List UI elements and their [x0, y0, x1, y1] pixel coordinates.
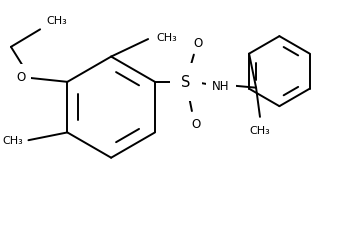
Text: CH₃: CH₃	[250, 125, 270, 135]
Text: O: O	[16, 70, 25, 83]
Text: CH₃: CH₃	[3, 136, 24, 146]
Text: NH: NH	[212, 80, 230, 93]
Text: O: O	[193, 37, 202, 50]
Text: O: O	[191, 117, 200, 130]
Text: S: S	[181, 75, 191, 90]
Text: CH₃: CH₃	[46, 16, 67, 26]
Text: CH₃: CH₃	[156, 33, 177, 43]
